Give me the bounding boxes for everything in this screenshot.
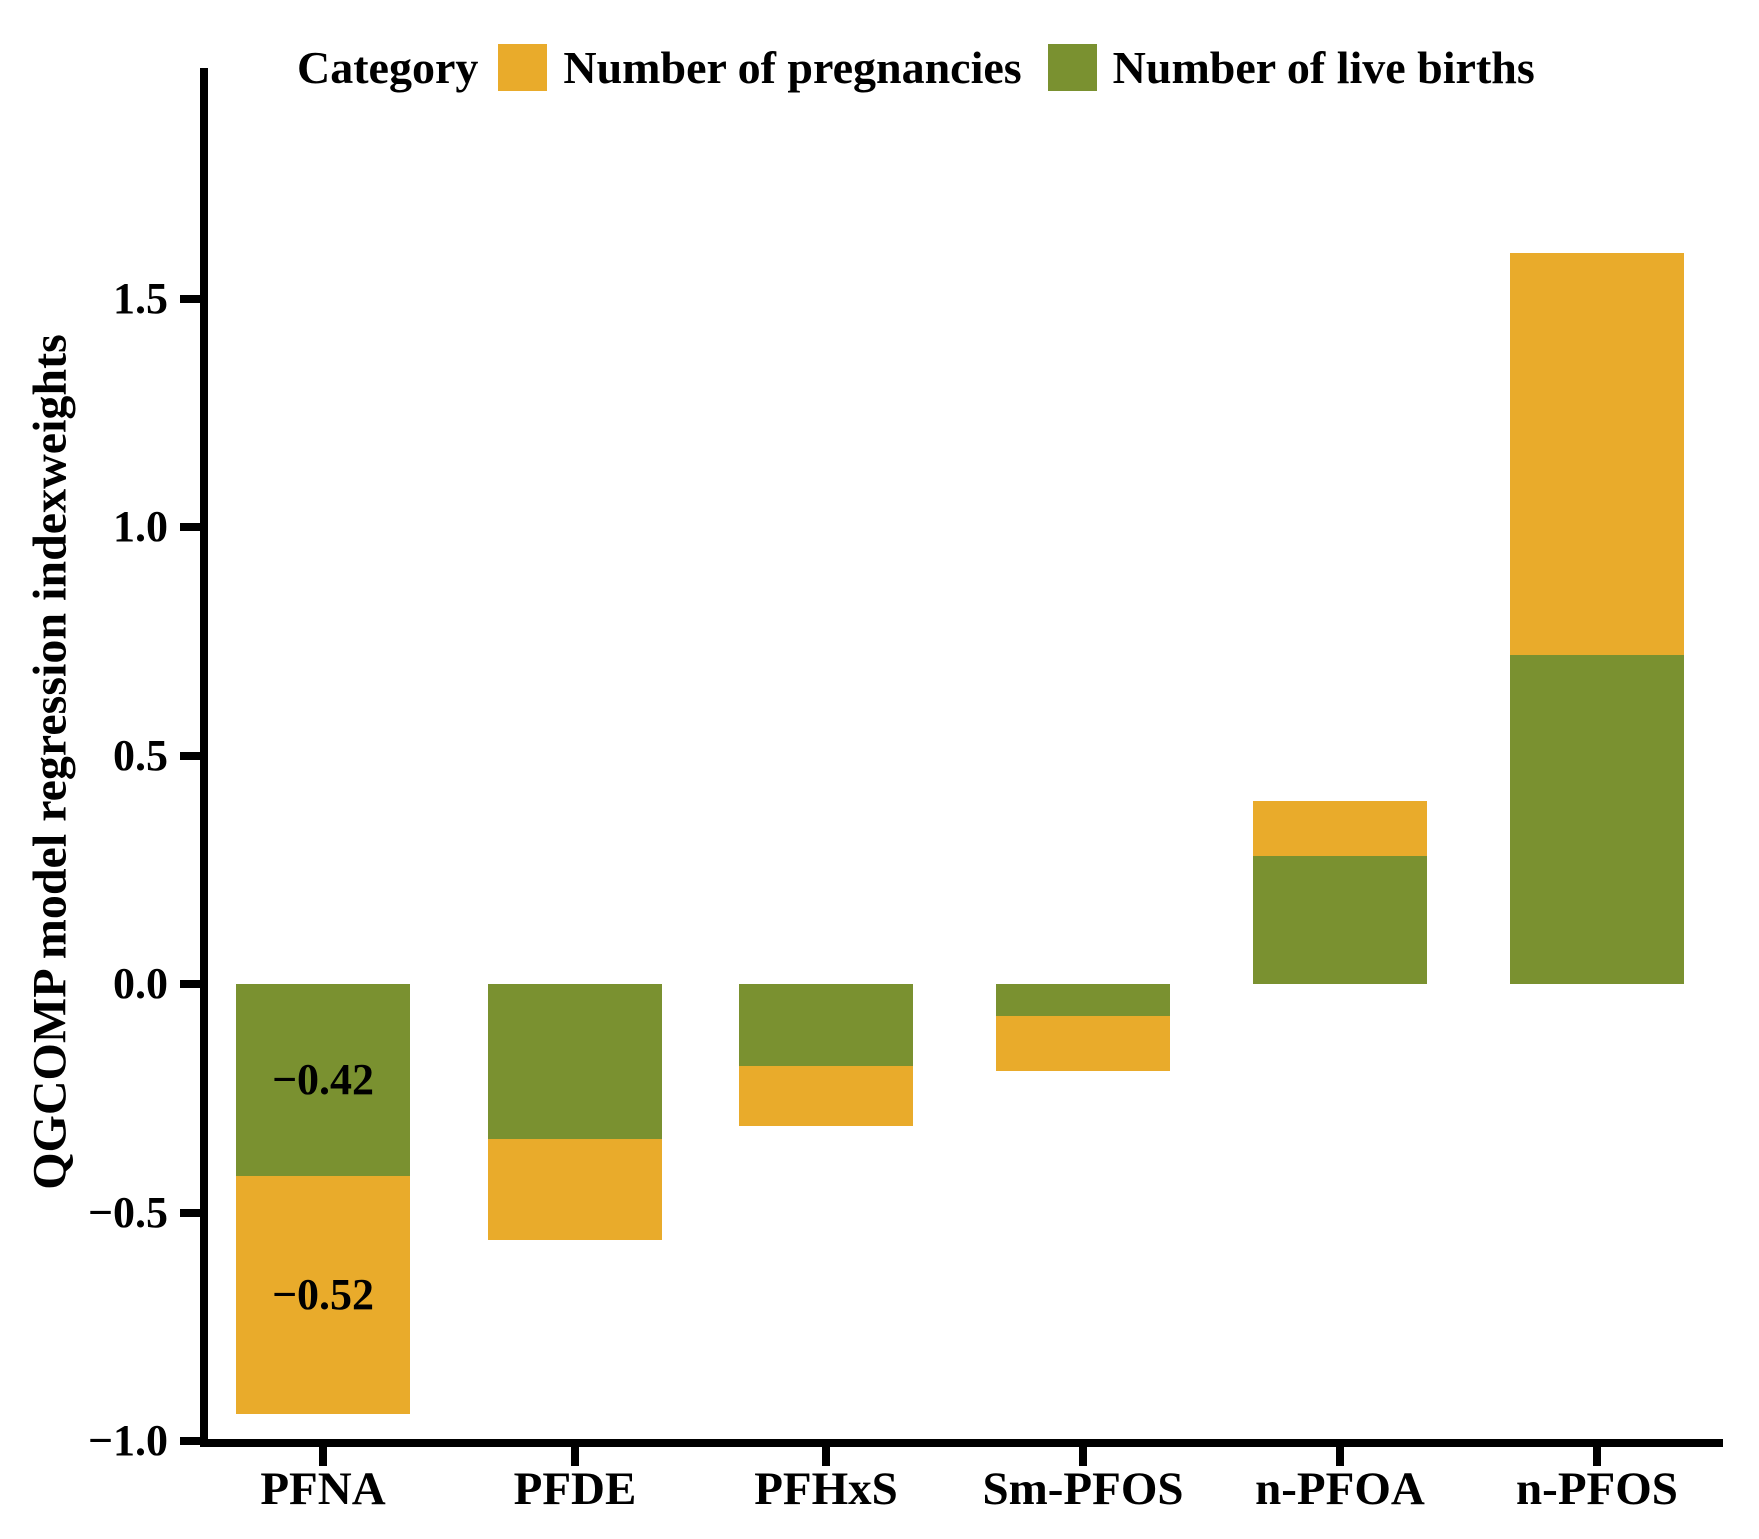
y-tick-label-1.5: 1.5 xyxy=(113,273,168,323)
y-tick-label-1.0: 1.0 xyxy=(113,502,168,551)
y-tick-0.5 xyxy=(180,751,202,760)
y-tick-1.0 xyxy=(180,523,202,531)
bar-n-PFOA-pregnancies-segment xyxy=(1253,801,1427,857)
bar-Sm-PFOS-live-births-segment xyxy=(996,984,1170,1016)
bar-PFNA-pregnancies-segment xyxy=(236,1175,410,1414)
y-tick-label-0.0: 0.0 xyxy=(113,959,168,1008)
x-tick-n-PFOS xyxy=(1593,1447,1601,1466)
legend-title: Category xyxy=(297,41,479,93)
bar-PFHxS-live-births-segment xyxy=(739,984,913,1067)
x-tick-PFNA xyxy=(319,1447,327,1466)
bar-n-PFOS-pregnancies-segment xyxy=(1510,252,1684,655)
x-axis-label-PFNA: PFNA xyxy=(260,1463,386,1515)
legend-swatch-live-births-icon xyxy=(1047,43,1097,91)
bar-value-label-PFNA-outer: −0.52 xyxy=(271,1269,375,1319)
y-axis-line xyxy=(200,68,208,1447)
x-axis-label-n-PFOS: n-PFOS xyxy=(1516,1463,1678,1515)
y-tick-−0.5 xyxy=(180,1208,202,1217)
x-axis-line xyxy=(200,1439,1723,1447)
y-tick-0.0 xyxy=(180,980,202,988)
y-tick-label-−0.5: −0.5 xyxy=(87,1187,168,1237)
bar-PFNA-live-births-segment xyxy=(236,984,410,1176)
bar-PFHxS-pregnancies-segment xyxy=(739,1066,913,1126)
chart-legend: Category Number of pregnancies Number of… xyxy=(297,40,1535,94)
bar-Sm-PFOS-pregnancies-segment xyxy=(996,1015,1170,1071)
x-axis-label-PFDE: PFDE xyxy=(513,1463,637,1515)
x-axis-label-n-PFOA: n-PFOA xyxy=(1255,1463,1425,1515)
y-tick-1.5 xyxy=(180,294,202,303)
bar-PFDE-live-births-segment xyxy=(488,984,662,1140)
x-tick-PFDE xyxy=(571,1447,579,1466)
x-tick-Sm-PFOS xyxy=(1079,1447,1087,1466)
x-tick-PFHxS xyxy=(822,1447,830,1466)
y-tick-−1.0 xyxy=(180,1437,202,1445)
y-tick-label-0.5: 0.5 xyxy=(113,730,168,780)
legend-label-pregnancies: Number of pregnancies xyxy=(563,41,1022,93)
legend-label-live-births: Number of live births xyxy=(1112,41,1535,93)
x-axis-label-PFHxS: PFHxS xyxy=(754,1463,898,1515)
bar-PFDE-pregnancies-segment xyxy=(488,1139,662,1240)
y-tick-label-−1.0: −1.0 xyxy=(87,1416,168,1465)
legend-swatch-pregnancies-icon xyxy=(498,43,548,91)
x-axis-label-Sm-PFOS: Sm-PFOS xyxy=(982,1463,1184,1515)
bar-value-label-PFNA-inner: −0.42 xyxy=(271,1054,375,1104)
x-tick-n-PFOA xyxy=(1336,1447,1344,1466)
bar-n-PFOS-live-births-segment xyxy=(1510,654,1684,984)
bar-n-PFOA-live-births-segment xyxy=(1253,856,1427,984)
